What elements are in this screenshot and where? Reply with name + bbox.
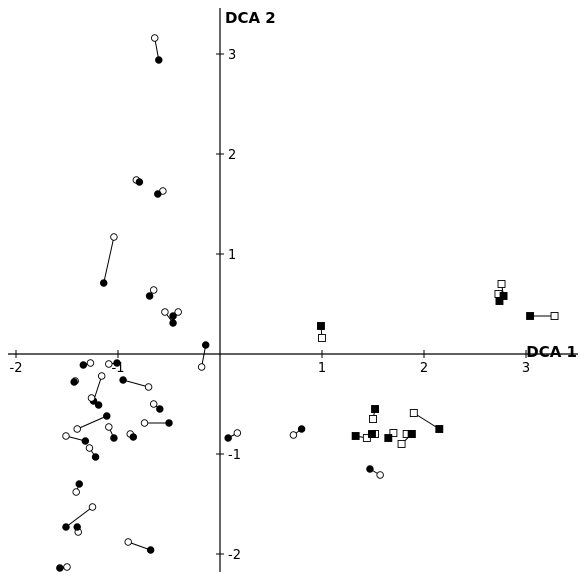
filled-circle-point (146, 546, 155, 554)
open-square-point (369, 415, 377, 423)
pair-line (122, 379, 149, 388)
filled-circle-point (165, 419, 173, 427)
x-tick-label: 2 (420, 361, 428, 376)
y-tick-label: 3 (228, 48, 236, 63)
filled-circle-point (154, 190, 162, 198)
filled-circle-point (103, 412, 111, 420)
filled-square-point (526, 312, 535, 320)
filled-circle-point (145, 292, 154, 300)
y-axis-label: DCA 2 (225, 9, 276, 27)
filled-circle-point (75, 480, 83, 488)
filled-square-point (407, 430, 416, 438)
open-circle-point (144, 383, 153, 391)
open-circle-point (197, 363, 206, 371)
pair-line (103, 236, 115, 284)
filled-circle-point (81, 437, 90, 445)
filled-circle-point (156, 405, 164, 413)
open-circle-point (161, 308, 169, 316)
filled-square-point (384, 434, 393, 442)
open-square-point (362, 434, 371, 442)
filled-square-point (371, 405, 379, 413)
filled-circle-point (73, 523, 81, 531)
filled-circle-point (91, 453, 100, 461)
open-circle-point (86, 359, 95, 367)
open-square-point (397, 440, 406, 448)
filled-circle-point (113, 359, 121, 367)
open-square-point (497, 280, 506, 288)
pair-line (413, 412, 440, 430)
open-square-point (389, 429, 398, 437)
open-circle-point (62, 432, 70, 440)
filled-circle-point (169, 312, 177, 320)
open-circle-point (105, 423, 113, 431)
pair-line (65, 506, 93, 528)
y-tick-label: 2 (228, 148, 236, 163)
open-circle-point (149, 286, 158, 294)
x-tick-label: -2 (10, 361, 23, 376)
data-markers (56, 34, 559, 572)
open-circle-point (87, 394, 96, 402)
open-circle-point (73, 425, 81, 433)
open-circle-point (110, 233, 118, 241)
filled-circle-point (79, 361, 88, 369)
filled-square-point (499, 292, 508, 300)
filled-circle-point (56, 564, 64, 572)
open-circle-point (63, 563, 71, 571)
open-square-point (409, 409, 418, 417)
filled-circle-point (169, 319, 177, 327)
pair-line (128, 541, 151, 551)
open-circle-point (97, 372, 106, 380)
y-tick-label: -2 (228, 548, 241, 563)
filled-square-point (317, 322, 325, 330)
filled-square-point (368, 430, 376, 438)
x-tick-label: 3 (522, 361, 530, 376)
open-circle-point (105, 360, 113, 368)
filled-circle-point (366, 465, 374, 473)
filled-square-point (495, 297, 504, 305)
filled-circle-point (297, 425, 306, 433)
open-circle-point (289, 431, 298, 439)
filled-circle-point (99, 279, 108, 287)
open-circle-point (150, 34, 159, 42)
filled-circle-point (110, 434, 118, 442)
open-circle-point (233, 429, 242, 437)
open-circle-point (140, 419, 149, 427)
open-circle-point (88, 503, 97, 511)
x-axis-label: DCA 1 (526, 343, 577, 361)
filled-circle-point (62, 523, 70, 531)
filled-circle-point (129, 433, 138, 441)
open-circle-point (124, 538, 132, 546)
filled-circle-point (224, 434, 232, 442)
open-square-point (318, 334, 326, 342)
pair-line (76, 415, 107, 430)
filled-circle-point (201, 341, 210, 349)
filled-square-point (351, 432, 360, 440)
y-tick-label: 1 (228, 248, 236, 263)
open-square-point (550, 312, 559, 320)
open-circle-point (174, 308, 182, 316)
open-circle-point (85, 444, 94, 452)
filled-square-point (435, 425, 444, 433)
filled-circle-point (155, 56, 163, 64)
y-tick-label: -1 (228, 448, 241, 463)
pair-connector-lines (59, 37, 555, 569)
filled-circle-point (94, 401, 103, 409)
filled-circle-point (119, 376, 127, 384)
open-circle-point (149, 400, 158, 408)
open-circle-point (72, 488, 80, 496)
filled-circle-point (135, 178, 144, 186)
filled-circle-point (70, 378, 78, 386)
x-tick-label: 1 (318, 361, 326, 376)
open-circle-point (376, 471, 384, 479)
